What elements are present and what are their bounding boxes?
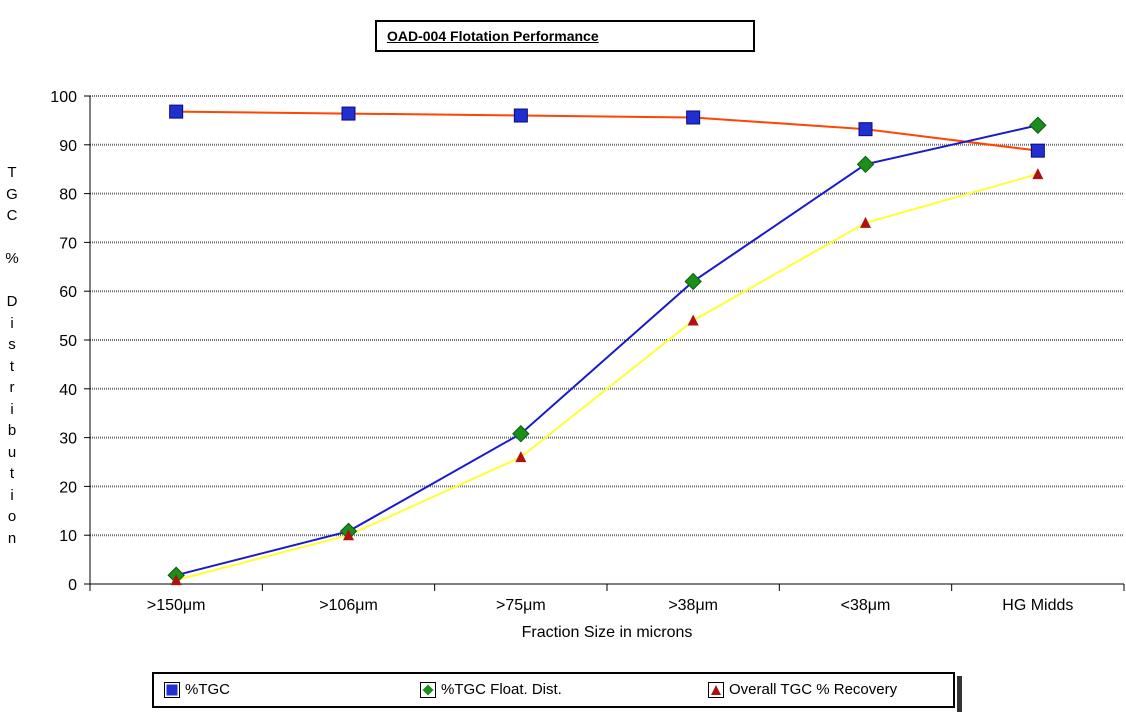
y-axis-label-char: s xyxy=(8,336,16,353)
y-axis-label-char: b xyxy=(7,422,17,439)
legend-label: %TGC xyxy=(185,681,230,698)
x-axis-label: Fraction Size in microns xyxy=(521,624,693,641)
y-tick-label: 20 xyxy=(59,479,77,496)
y-axis-label-char: D xyxy=(6,293,18,310)
y-axis-label-char: i xyxy=(10,314,14,332)
data-point-triangle xyxy=(343,529,354,541)
y-tick-label: 70 xyxy=(59,235,77,252)
x-tick-label: >150μm xyxy=(147,597,206,614)
y-tick-label: 0 xyxy=(68,577,77,594)
y-axis-label-char: n xyxy=(7,529,17,547)
axes xyxy=(84,95,1125,591)
y-axis-label-char: u xyxy=(7,443,17,461)
legend-label: Overall TGC % Recovery xyxy=(729,681,898,698)
gridlines xyxy=(90,95,1124,537)
x-tick-labels: >150μm >106μm >75μm >38μm <38μm HG Midds xyxy=(147,597,1074,614)
data-point-diamond xyxy=(684,272,702,291)
legend-square-marker-icon xyxy=(164,681,180,698)
legend: %TGC %TGC Float. Dist. Overall TGC % Rec… xyxy=(152,672,955,708)
y-axis-label-char: o xyxy=(7,508,17,525)
legend-shadow xyxy=(957,676,962,712)
y-axis-label-char: T xyxy=(7,164,17,181)
data-point-diamond xyxy=(856,155,875,174)
data-point-triangle xyxy=(1032,168,1044,180)
y-tick-label: 90 xyxy=(59,138,77,155)
data-point-diamond xyxy=(512,424,530,443)
y-tick-label: 10 xyxy=(59,528,77,545)
legend-label: %TGC Float. Dist. xyxy=(441,681,562,698)
data-point-triangle xyxy=(860,216,871,228)
data-point-triangle xyxy=(687,314,699,326)
y-axis-label-char: % xyxy=(5,250,19,267)
data-point-square xyxy=(1030,143,1045,158)
data-point-diamond xyxy=(1029,116,1047,134)
y-tick-label: 80 xyxy=(59,187,77,204)
x-tick-label: >38μm xyxy=(668,597,718,614)
data-point-square xyxy=(169,104,184,119)
y-axis-label-char: t xyxy=(9,357,15,375)
y-axis-label-char: C xyxy=(6,207,18,224)
legend-diamond-marker-icon xyxy=(420,681,436,698)
x-tick-label: <38μm xyxy=(841,597,891,614)
y-tick-label: 40 xyxy=(59,382,77,399)
y-axis-label-char: t xyxy=(9,465,15,482)
y-tick-label: 30 xyxy=(59,431,77,448)
legend-item-float-dist: %TGC Float. Dist. xyxy=(420,681,562,698)
data-point-triangle xyxy=(170,574,182,586)
y-tick-label: 60 xyxy=(59,284,77,301)
data-point-square xyxy=(686,110,701,125)
data-point-square xyxy=(858,122,873,137)
y-tick-label: 100 xyxy=(50,89,77,106)
y-axis-label-char: i xyxy=(10,486,14,504)
x-tick-label: HG Midds xyxy=(1002,597,1073,614)
chart-title: OAD-004 Flotation Performance xyxy=(387,28,599,44)
series-layer xyxy=(167,104,1047,586)
data-point-square xyxy=(341,106,356,121)
series-line xyxy=(176,110,1038,152)
x-tick-label: >75μm xyxy=(496,597,546,614)
data-point-triangle xyxy=(515,451,527,463)
y-tick-label: 50 xyxy=(59,333,77,350)
y-axis-label-char: i xyxy=(10,400,14,418)
series-line xyxy=(175,173,1039,582)
y-axis-label-char xyxy=(0,227,24,249)
data-point-square xyxy=(513,108,528,123)
chart-title-box: OAD-004 Flotation Performance xyxy=(375,20,755,52)
y-tick-labels: 0 10 20 30 40 50 60 70 80 90 100 xyxy=(50,89,77,594)
x-tick-label: >106μm xyxy=(319,597,378,614)
legend-triangle-marker-icon xyxy=(708,681,724,698)
y-axis-label-char: G xyxy=(6,185,18,203)
legend-item-recovery: Overall TGC % Recovery xyxy=(708,681,897,698)
y-axis-label-char xyxy=(0,270,24,292)
series-line xyxy=(175,124,1039,577)
legend-item-tgc: %TGC xyxy=(164,681,230,698)
y-axis-label-char: r xyxy=(9,379,15,396)
